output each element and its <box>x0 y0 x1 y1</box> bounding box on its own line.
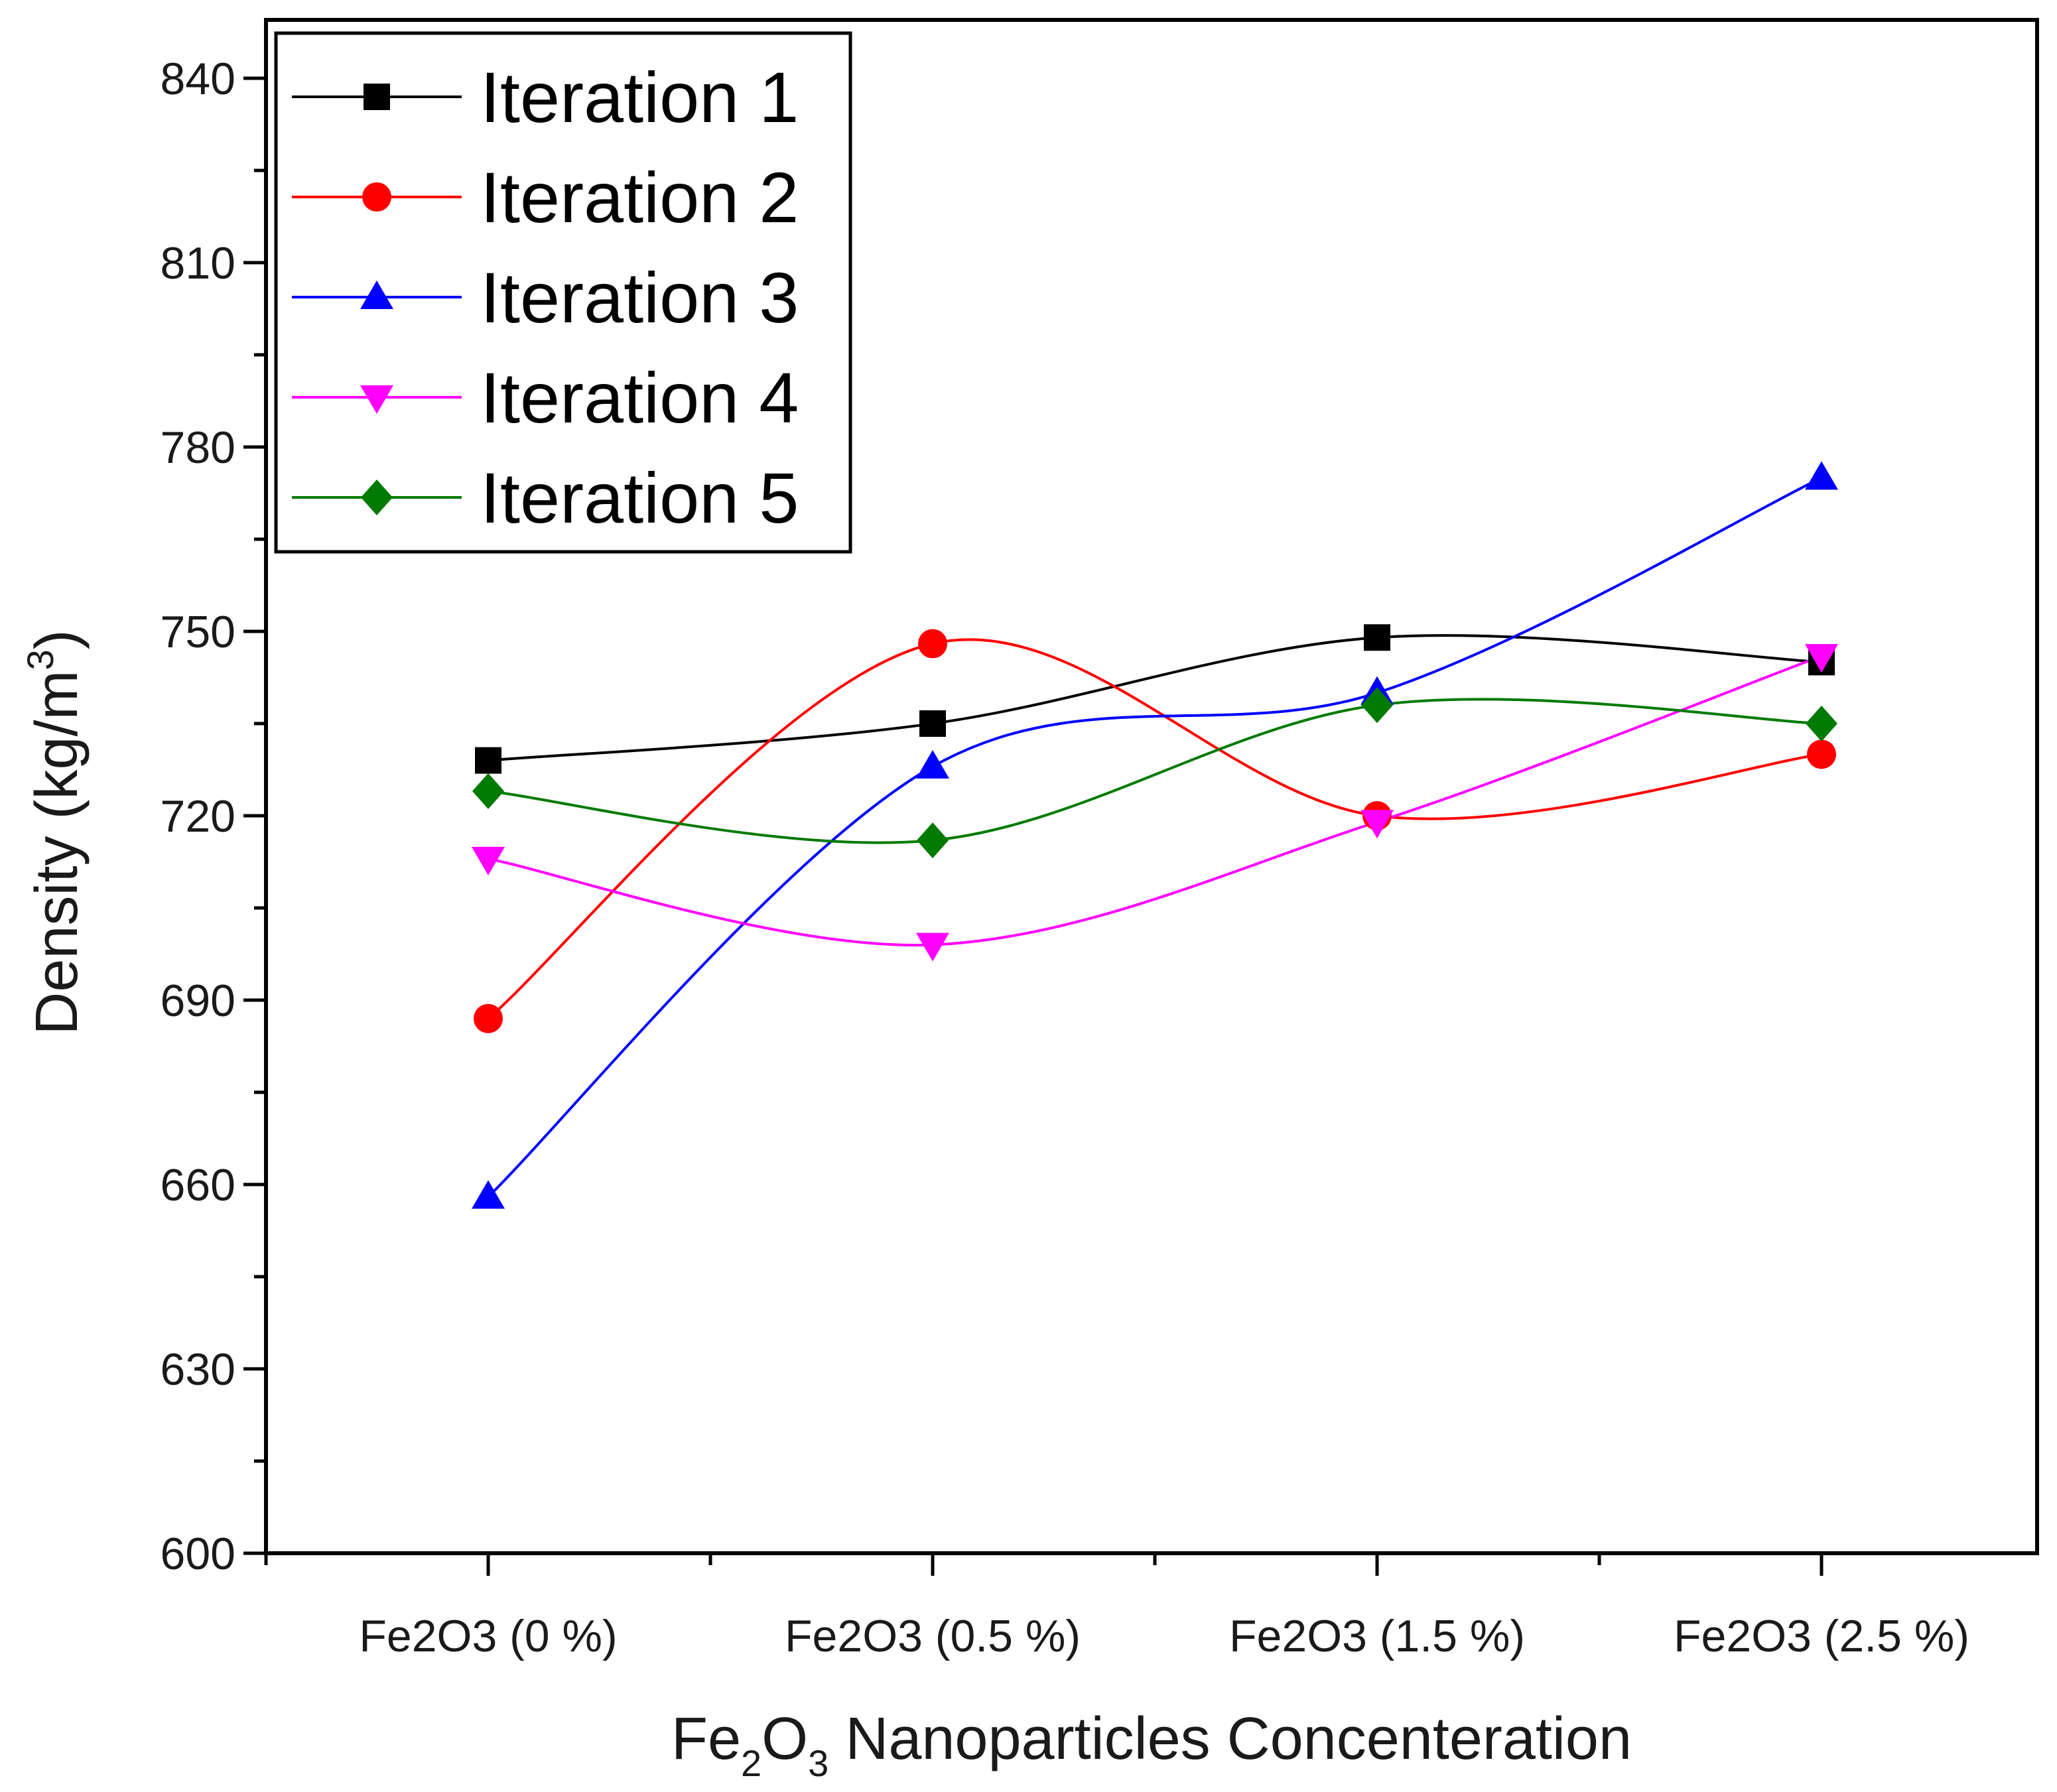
data-point-iteration-5 <box>1361 687 1393 724</box>
series-line-iteration-5 <box>488 698 1822 844</box>
data-point-iteration-2 <box>918 629 947 659</box>
legend-label: Iteration 5 <box>480 458 799 538</box>
x-axis-title-rest: Nanoparticles Concenteration <box>829 1706 1632 1772</box>
data-point-iteration-3 <box>1805 461 1838 490</box>
y-tick-label: 630 <box>161 1344 235 1395</box>
y-axis-title-superscript: 3 <box>19 649 61 670</box>
data-point-iteration-4 <box>472 846 505 875</box>
x-tick-label: Fe2O3 (2.5 %) <box>1674 1611 1969 1661</box>
x-tick-label: Fe2O3 (0 %) <box>359 1611 617 1661</box>
x-tick-label: Fe2O3 (0.5 %) <box>785 1611 1081 1661</box>
series-line-iteration-4 <box>488 655 1822 947</box>
x-axis-title-sub-2: 2 <box>741 1742 762 1784</box>
series-markers <box>472 461 1838 1209</box>
data-point-iteration-2 <box>1807 739 1836 769</box>
data-point-iteration-5 <box>472 773 504 809</box>
data-point-iteration-4 <box>1805 644 1838 673</box>
y-tick-label: 600 <box>161 1529 235 1579</box>
legend-marker-iteration-4 <box>360 385 393 414</box>
axis-ticks <box>243 76 1824 1576</box>
x-tick-label: Fe2O3 (1.5 %) <box>1229 1611 1525 1661</box>
data-point-iteration-5 <box>917 822 949 859</box>
data-point-iteration-1 <box>475 747 501 774</box>
x-axis-title-o: O <box>762 1706 808 1772</box>
y-axis-title-main: Density (kg/m <box>24 671 90 1035</box>
data-point-iteration-3 <box>472 1180 505 1209</box>
legend-marker-iteration-5 <box>361 480 393 515</box>
legend-label: Iteration 4 <box>480 357 799 438</box>
series-line-iteration-2 <box>487 638 1822 1020</box>
legend-label: Iteration 3 <box>480 257 799 338</box>
y-tick-label: 690 <box>161 976 235 1026</box>
plot-frame <box>264 18 2039 1555</box>
data-point-iteration-4 <box>916 932 949 962</box>
legend-label: Iteration 2 <box>480 157 799 237</box>
y-axis-tick-labels: 600 630 660 690 720 750 780 810 840 <box>161 54 235 1579</box>
legend-marker-iteration-2 <box>362 182 391 212</box>
data-point-iteration-5 <box>1806 706 1837 741</box>
data-point-iteration-4 <box>1360 810 1394 839</box>
y-tick-label: 840 <box>161 54 235 104</box>
x-axis-title: Fe2O3 Nanoparticles Concenteration <box>671 1706 1632 1784</box>
y-tick-label: 660 <box>161 1160 235 1210</box>
series-lines <box>487 476 1822 1198</box>
y-tick-label: 750 <box>161 607 235 657</box>
y-axis-title: Density (kg/m3) <box>19 629 90 1035</box>
y-axis-title-close: ) <box>24 629 90 649</box>
data-point-iteration-3 <box>916 749 949 779</box>
data-point-iteration-2 <box>474 1003 503 1033</box>
legend-marker-iteration-1 <box>364 84 390 110</box>
data-point-iteration-1 <box>1364 624 1390 651</box>
legend: Iteration 1 Iteration 2 Iteration 3 Iterati… <box>274 31 852 554</box>
y-tick-label: 780 <box>161 422 235 473</box>
x-axis-title-fe: Fe <box>671 1706 741 1772</box>
x-axis-title-sub-3: 3 <box>808 1742 829 1784</box>
legend-marker-iteration-3 <box>360 281 393 309</box>
y-tick-label: 810 <box>161 238 235 288</box>
series-line-iteration-3 <box>487 476 1822 1198</box>
y-tick-label: 720 <box>161 791 235 842</box>
legend-label: Iteration 1 <box>480 57 799 137</box>
x-axis-tick-labels: Fe2O3 (0 %) Fe2O3 (0.5 %) Fe2O3 (1.5 %) Fe2… <box>359 1611 1969 1661</box>
data-point-iteration-1 <box>919 710 946 737</box>
series-line-iteration-1 <box>488 634 1822 762</box>
